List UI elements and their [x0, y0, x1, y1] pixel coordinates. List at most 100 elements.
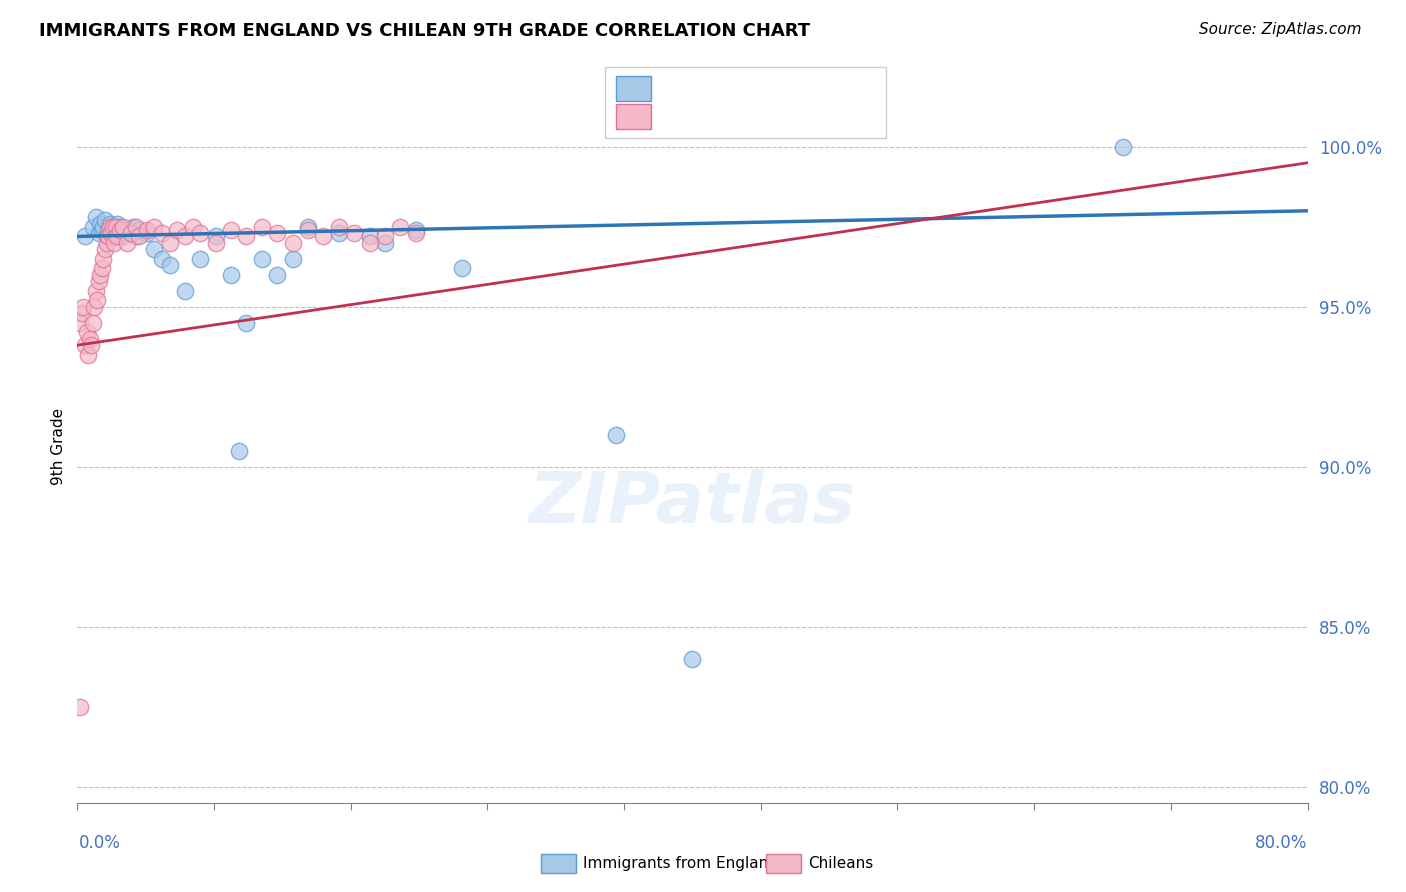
Point — [266, 268, 288, 282]
Point — [250, 252, 273, 266]
Point — [101, 219, 124, 234]
Point — [450, 261, 472, 276]
Point — [83, 300, 105, 314]
Point — [97, 223, 120, 237]
Point — [84, 284, 107, 298]
Point — [72, 300, 94, 314]
Point — [204, 235, 226, 250]
Point — [228, 443, 250, 458]
Text: IMMIGRANTS FROM ENGLAND VS CHILEAN 9TH GRADE CORRELATION CHART: IMMIGRANTS FROM ENGLAND VS CHILEAN 9TH G… — [39, 22, 810, 40]
Point — [82, 316, 104, 330]
Point — [90, 261, 114, 276]
Point — [120, 226, 142, 240]
Point — [94, 213, 117, 227]
Point — [105, 229, 128, 244]
Point — [281, 235, 304, 250]
Point — [343, 226, 366, 240]
Point — [135, 223, 157, 237]
Point — [297, 219, 319, 234]
Point — [93, 252, 115, 266]
Point — [359, 235, 381, 250]
Point — [281, 252, 304, 266]
Point — [77, 348, 100, 362]
Point — [80, 338, 103, 352]
Point — [174, 229, 197, 244]
Point — [219, 223, 242, 237]
Point — [87, 226, 110, 240]
Point — [98, 219, 121, 234]
Point — [98, 217, 121, 231]
Point — [93, 219, 115, 234]
Point — [235, 229, 257, 244]
Point — [87, 274, 110, 288]
Point — [121, 219, 143, 234]
Point — [115, 223, 138, 237]
Point — [166, 223, 188, 237]
Point — [297, 223, 319, 237]
Point — [359, 229, 381, 244]
Y-axis label: 9th Grade: 9th Grade — [51, 408, 66, 484]
Point — [118, 226, 141, 240]
Point — [143, 219, 166, 234]
Point — [89, 268, 111, 282]
Point — [110, 223, 132, 237]
Point — [90, 223, 114, 237]
Point — [115, 235, 138, 250]
Text: R = 0.034   N = 46: R = 0.034 N = 46 — [658, 79, 828, 97]
Point — [69, 699, 91, 714]
Point — [112, 219, 135, 234]
Point — [328, 219, 350, 234]
Point — [150, 252, 173, 266]
Point — [97, 229, 120, 244]
Point — [250, 219, 273, 234]
Point — [73, 229, 96, 244]
Point — [94, 242, 117, 256]
Point — [104, 223, 127, 237]
Point — [1112, 140, 1135, 154]
Point — [110, 219, 132, 234]
Point — [405, 226, 427, 240]
Point — [103, 229, 125, 244]
Point — [89, 217, 111, 231]
Point — [374, 229, 396, 244]
Point — [108, 226, 131, 240]
Point — [112, 229, 135, 244]
Point — [159, 258, 181, 272]
Point — [174, 284, 197, 298]
Point — [204, 229, 226, 244]
Point — [128, 223, 150, 237]
Point — [266, 226, 288, 240]
Point — [82, 219, 104, 234]
Point — [150, 226, 173, 240]
Point — [103, 235, 125, 250]
Point — [79, 332, 101, 346]
Text: Source: ZipAtlas.com: Source: ZipAtlas.com — [1198, 22, 1361, 37]
Point — [76, 326, 98, 340]
Point — [105, 217, 128, 231]
Point — [125, 219, 148, 234]
Point — [389, 219, 412, 234]
Point — [100, 226, 122, 240]
Point — [188, 226, 212, 240]
Point — [235, 316, 257, 330]
Point — [100, 226, 122, 240]
Point — [181, 219, 204, 234]
Point — [125, 229, 148, 244]
Point — [374, 235, 396, 250]
Point — [405, 223, 427, 237]
Point — [128, 229, 150, 244]
Point — [96, 235, 118, 250]
Point — [104, 219, 127, 234]
Point — [159, 235, 181, 250]
Text: 80.0%: 80.0% — [1256, 834, 1308, 852]
Point — [328, 226, 350, 240]
Point — [70, 306, 93, 320]
Point — [101, 219, 124, 234]
Point — [84, 210, 107, 224]
Text: R =  0.381   N = 54: R = 0.381 N = 54 — [658, 108, 834, 126]
Point — [188, 252, 212, 266]
Text: Immigrants from England: Immigrants from England — [583, 856, 779, 871]
Point — [219, 268, 242, 282]
Point — [312, 229, 335, 244]
Point — [73, 338, 96, 352]
